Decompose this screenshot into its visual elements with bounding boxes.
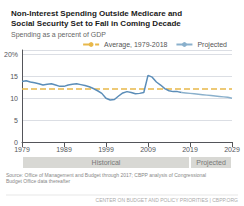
svg-text:0: 0 (14, 139, 18, 146)
svg-text:20%: 20% (4, 51, 18, 58)
svg-text:2009: 2009 (140, 146, 156, 153)
svg-text:5: 5 (14, 117, 18, 124)
svg-text:2029: 2029 (224, 146, 240, 153)
svg-text:Projected: Projected (196, 159, 226, 167)
svg-text:Historical: Historical (92, 159, 121, 166)
svg-text:10: 10 (10, 95, 18, 102)
svg-text:Source: Office of Management a: Source: Office of Management and Budget … (6, 172, 207, 178)
svg-text:2019: 2019 (182, 146, 198, 153)
svg-text:1999: 1999 (98, 146, 114, 153)
svg-text:Social Security Set to Fall in: Social Security Set to Fall in Coming De… (11, 19, 181, 28)
svg-text:CENTER ON BUDGET AND POLICY PR: CENTER ON BUDGET AND POLICY PRIORITIES |… (96, 197, 239, 203)
svg-text:15: 15 (10, 73, 18, 80)
svg-text:1989: 1989 (56, 146, 72, 153)
svg-text:1979: 1979 (14, 146, 30, 153)
svg-text:Projected: Projected (197, 41, 227, 49)
svg-text:Spending as a percent of GDP: Spending as a percent of GDP (11, 31, 106, 39)
svg-text:Non-Interest Spending Outside: Non-Interest Spending Outside Medicare a… (11, 9, 182, 18)
svg-text:Average, 1979-2018: Average, 1979-2018 (104, 41, 167, 49)
svg-text:Budget Office data thereafter: Budget Office data thereafter (6, 178, 70, 184)
